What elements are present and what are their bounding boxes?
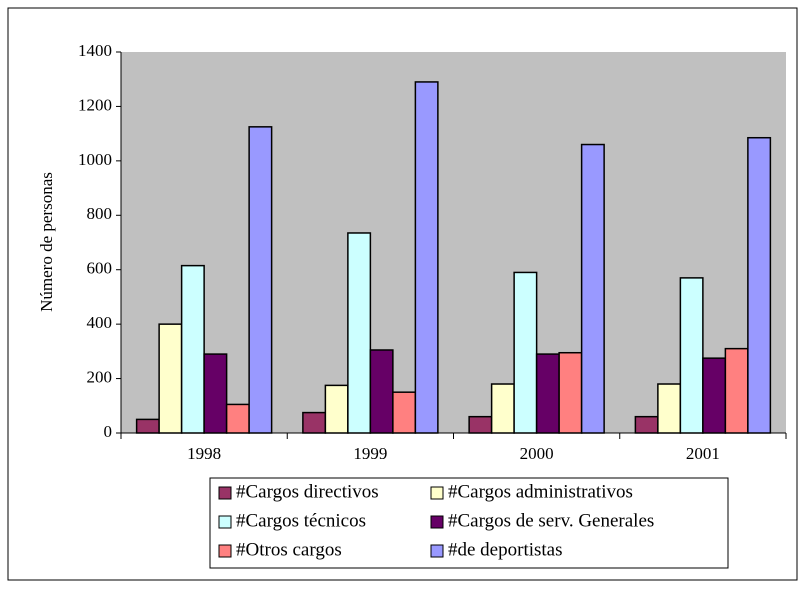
- bar: [248, 126, 273, 434]
- bar: [513, 271, 538, 434]
- bar: [302, 411, 327, 434]
- legend: [209, 477, 729, 569]
- y-tick-label: 400: [87, 313, 113, 332]
- bar: [180, 264, 205, 434]
- bar: [558, 351, 583, 434]
- y-axis-label: Número de personas: [37, 172, 56, 312]
- y-tick-label: 200: [87, 367, 113, 386]
- legend-label: #Cargos técnicos: [236, 510, 366, 531]
- bar: [679, 277, 704, 434]
- y-tick-label: 600: [87, 259, 113, 278]
- x-tick-label: 2000: [520, 444, 554, 463]
- legend-swatch: [430, 486, 444, 500]
- legend-swatch: [218, 515, 232, 529]
- bar: [392, 391, 417, 434]
- x-tick-label: 1999: [353, 444, 387, 463]
- bar: [747, 136, 772, 434]
- legend-label: #Cargos de serv. Generales: [448, 510, 654, 531]
- bar: [225, 403, 250, 434]
- y-tick-label: 1400: [78, 41, 112, 60]
- bar: [724, 347, 749, 434]
- y-tick-label: 0: [104, 422, 113, 441]
- bar: [158, 323, 183, 434]
- y-tick-label: 1000: [78, 150, 112, 169]
- bar: [702, 357, 727, 434]
- y-tick-label: 800: [87, 204, 113, 223]
- legend-swatch: [430, 515, 444, 529]
- plot-area: [121, 52, 786, 433]
- bar: [657, 383, 682, 434]
- bar: [468, 415, 493, 434]
- y-tick-label: 1200: [78, 95, 112, 114]
- legend-swatch: [430, 544, 444, 558]
- x-tick-label: 2001: [686, 444, 720, 463]
- bar: [535, 353, 560, 434]
- legend-label: #de deportistas: [448, 539, 563, 560]
- legend-label: #Otros cargos: [236, 539, 342, 560]
- bar: [324, 384, 349, 434]
- bar: [135, 418, 160, 434]
- bar: [490, 383, 515, 434]
- bar: [203, 353, 228, 434]
- legend-label: #Cargos administrativos: [448, 481, 633, 502]
- x-tick-label: 1998: [187, 444, 221, 463]
- bar: [347, 232, 372, 434]
- bar: [634, 415, 659, 434]
- bar: [580, 143, 605, 434]
- bar: [414, 81, 439, 434]
- bar: [369, 349, 394, 434]
- legend-label: #Cargos directivos: [236, 481, 379, 502]
- legend-swatch: [218, 486, 232, 500]
- legend-swatch: [218, 544, 232, 558]
